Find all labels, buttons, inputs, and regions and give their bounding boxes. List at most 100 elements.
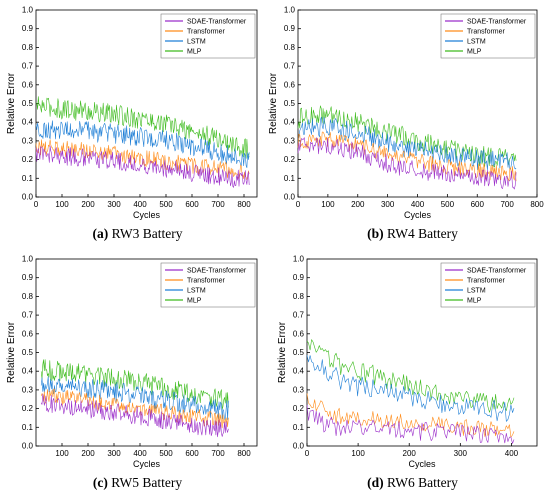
x-tick-label: 700	[211, 449, 225, 458]
x-tick-label: 100	[55, 449, 69, 458]
y-tick-label: 0.5	[22, 99, 34, 108]
panel-caption-text: RW5 Battery	[111, 475, 183, 490]
panel-letter: (b)	[367, 226, 384, 241]
y-tick-label: 0.5	[284, 99, 296, 108]
panel-caption-text: RW6 Battery	[387, 475, 458, 490]
legend-label: SDAE-Transformer	[467, 268, 527, 275]
y-tick-label: 0.2	[22, 155, 34, 164]
y-tick-label: 0.8	[284, 43, 296, 52]
y-tick-label: 0.7	[22, 311, 34, 320]
legend-label: MLP	[187, 49, 202, 56]
y-tick-label: 0.2	[293, 404, 305, 413]
y-tick-label: 0.0	[284, 193, 296, 202]
x-tick-label: 100	[55, 200, 69, 209]
x-tick-label: 400	[411, 200, 425, 209]
series-line-transformer	[306, 393, 515, 438]
x-axis-label: Cycles	[133, 459, 161, 469]
y-tick-label: 0.9	[284, 24, 296, 33]
y-tick-label: 0.1	[22, 423, 34, 432]
y-tick-label: 0.7	[284, 62, 296, 71]
x-tick-label: 700	[500, 200, 514, 209]
y-tick-label: 0.1	[293, 423, 305, 432]
chart-panel-c: 0.0 0.1 0.2 0.3 0.4 0.5 0.6 0.7 0.8 0.9 1.0 100 200 3…	[0, 249, 275, 498]
legend-label: SDAE-Transformer	[187, 19, 247, 26]
series-line-lstm	[40, 376, 229, 421]
panel-letter: (a)	[92, 226, 109, 241]
y-tick-label: 0.1	[284, 174, 296, 183]
x-tick-label: 400	[133, 200, 147, 209]
panel-caption: (a) RW3 Battery	[0, 226, 275, 242]
y-tick-label: 1.0	[22, 255, 34, 264]
y-tick-label: 0.4	[284, 118, 296, 127]
panel-caption: (d) RW6 Battery	[275, 475, 550, 491]
series-line-lstm	[306, 355, 515, 422]
x-tick-label: 500	[159, 200, 173, 209]
x-tick-label: 400	[505, 449, 519, 458]
x-tick-label: 800	[530, 200, 544, 209]
x-tick-label: 200	[81, 449, 95, 458]
y-tick-label: 0.7	[293, 311, 305, 320]
y-tick-label: 0.8	[293, 292, 305, 301]
y-tick-label: 0.4	[22, 367, 34, 376]
y-tick-label: 0.4	[22, 118, 34, 127]
chart-panel-b: 0.0 0.1 0.2 0.3 0.4 0.5 0.6 0.7 0.8 0.9 1.0 0 100 200…	[268, 0, 550, 249]
series-line-lstm	[35, 120, 250, 168]
x-axis-label: Cycles	[404, 210, 432, 220]
y-tick-label: 0.5	[293, 348, 305, 357]
y-tick-label: 0.0	[293, 442, 305, 451]
y-axis-label: Relative Error	[277, 321, 288, 383]
x-tick-label: 200	[351, 200, 365, 209]
x-tick-label: 500	[441, 200, 455, 209]
y-tick-label: 0.8	[22, 292, 34, 301]
y-tick-label: 0.6	[22, 80, 34, 89]
y-tick-label: 1.0	[22, 6, 34, 15]
x-tick-label: 800	[237, 200, 251, 209]
y-axis-label: Relative Error	[268, 72, 279, 134]
chart-panel-d: 0.0 0.1 0.2 0.3 0.4 0.5 0.6 0.7 0.8 0.9 1.0 0 100 200…	[275, 249, 550, 498]
y-tick-label: 0.7	[22, 62, 34, 71]
legend-label: LSTM	[187, 39, 206, 46]
legend-label: Transformer	[467, 278, 506, 285]
chart-svg: 0.0 0.1 0.2 0.3 0.4 0.5 0.6 0.7 0.8 0.9 1.0 100 200 3…	[6, 255, 258, 469]
legend-label: LSTM	[467, 288, 486, 295]
y-tick-label: 0.2	[284, 155, 296, 164]
chart-panel-a: 0.0 0.1 0.2 0.3 0.4 0.5 0.6 0.7 0.8 0.9 1.0 0 100 200…	[0, 0, 275, 249]
series-line-sdae-transformer	[40, 393, 229, 438]
series-line-lstm	[297, 116, 517, 171]
chart-svg: 0.0 0.1 0.2 0.3 0.4 0.5 0.6 0.7 0.8 0.9 1.0 0 100 200…	[277, 255, 538, 469]
panel-caption: (b) RW4 Battery	[275, 226, 550, 242]
legend-label: MLP	[467, 49, 482, 56]
y-tick-label: 0.6	[22, 329, 34, 338]
series-line-mlp	[35, 96, 250, 159]
x-tick-label: 400	[133, 449, 147, 458]
x-tick-label: 300	[107, 200, 121, 209]
panel-caption: (c) RW5 Battery	[0, 475, 275, 491]
x-tick-label: 300	[381, 200, 395, 209]
y-tick-label: 1.0	[284, 6, 296, 15]
x-tick-label: 600	[185, 200, 199, 209]
x-axis-label: Cycles	[133, 210, 161, 220]
y-tick-label: 0.3	[22, 136, 34, 145]
y-tick-label: 1.0	[293, 255, 305, 264]
legend-label: MLP	[467, 298, 482, 305]
panel-caption-text: RW3 Battery	[111, 226, 183, 241]
series-line-transformer	[297, 131, 517, 182]
series-line-mlp	[40, 359, 229, 410]
y-tick-label: 0.9	[22, 24, 34, 33]
legend-label: Transformer	[467, 29, 506, 36]
series-line-sdae-transformer	[35, 145, 250, 188]
x-tick-label: 300	[454, 449, 468, 458]
panel-letter: (d)	[367, 475, 384, 490]
legend-label: SDAE-Transformer	[467, 19, 527, 26]
x-tick-label: 200	[81, 200, 95, 209]
y-tick-label: 0.2	[22, 404, 34, 413]
y-tick-label: 0.9	[22, 273, 34, 282]
y-axis-label: Relative Error	[6, 321, 17, 383]
x-tick-label: 800	[237, 449, 251, 458]
x-tick-label: 100	[321, 200, 335, 209]
x-tick-label: 100	[351, 449, 365, 458]
legend-label: Transformer	[187, 29, 226, 36]
panel-letter: (c)	[92, 475, 108, 490]
x-tick-label: 600	[185, 449, 199, 458]
y-tick-label: 0.4	[293, 367, 305, 376]
